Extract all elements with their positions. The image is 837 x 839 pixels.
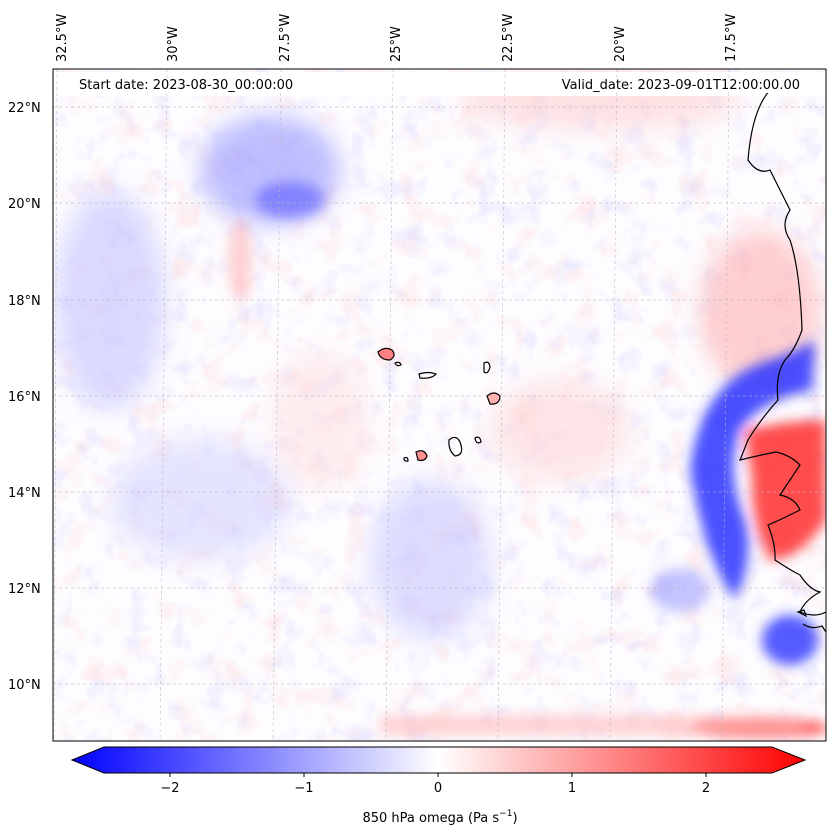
lat-label: 10°N <box>8 678 41 693</box>
gridlines <box>53 68 826 742</box>
latitude-labels: 22°N 20°N 18°N 16°N 14°N 12°N 10°N <box>8 101 41 693</box>
start-date-label: Start date: 2023-08-30_00:00:00 <box>75 78 298 93</box>
colorbar-label: 850 hPa omega (Pa s−1) <box>362 809 517 826</box>
lat-label: 16°N <box>8 390 41 405</box>
longitude-labels: 32.5°W 30°W 27.5°W 25°W 22.5°W 20°W 17.5… <box>55 14 739 62</box>
lat-label: 14°N <box>8 486 41 501</box>
lon-label: 17.5°W <box>724 14 739 62</box>
valid-date-label: Valid_date: 2023-09-01T12:00:00.00 <box>557 78 804 93</box>
lat-label: 22°N <box>8 101 41 116</box>
coastlines <box>377 89 826 633</box>
lat-label: 20°N <box>8 197 41 212</box>
lat-label: 18°N <box>8 294 41 309</box>
cabo-verde-islands <box>377 347 501 462</box>
lon-label: 30°W <box>166 26 181 62</box>
lon-label: 27.5°W <box>278 14 293 62</box>
lat-label: 12°N <box>8 582 41 597</box>
colorbar-bar <box>70 746 807 774</box>
colorbar-ticks <box>169 773 707 777</box>
lon-label: 22.5°W <box>501 14 516 62</box>
african-coastline <box>739 89 826 616</box>
lon-label: 32.5°W <box>55 14 70 62</box>
map-frame <box>52 68 827 742</box>
colorbar-tick-label: 2 <box>702 781 710 796</box>
colorbar-tick-label: −1 <box>294 781 313 796</box>
lon-label: 25°W <box>389 26 404 62</box>
colorbar-tick-label: 0 <box>434 781 442 796</box>
lon-label: 20°W <box>613 26 628 62</box>
colorbar-tick-label: 1 <box>568 781 576 796</box>
colorbar: −2 −1 0 1 2 850 hPa omega (Pa s−1) <box>70 746 807 826</box>
colorbar-tick-label: −2 <box>160 781 179 796</box>
omega-field <box>53 69 826 741</box>
